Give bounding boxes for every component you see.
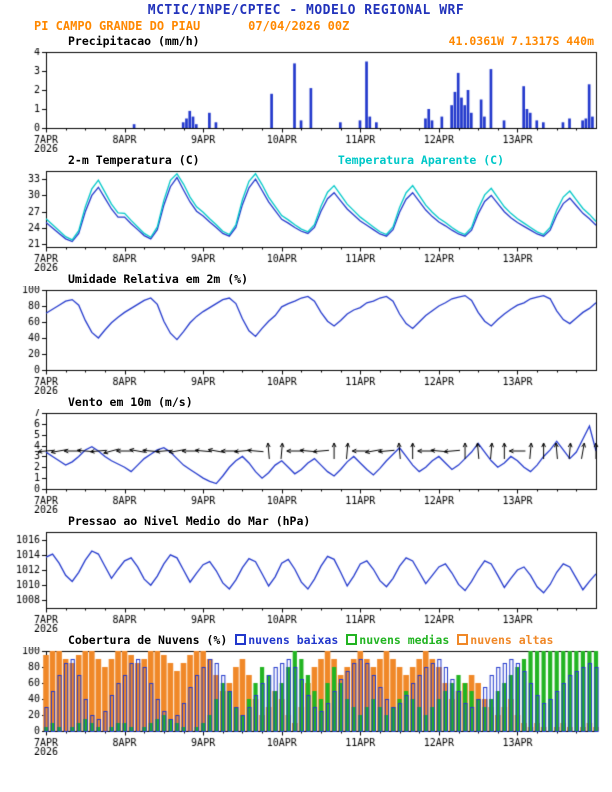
temperature-title: 2-m Temperatura (C)	[68, 152, 200, 167]
mid-clouds-legend-label: nuvens medias	[359, 632, 450, 647]
header-subtitle-row: PI CAMPO GRANDE DO PIAU 07/04/2026 00Z	[0, 19, 612, 33]
meteogram-page: MCTIC/INPE/CPTEC - MODELO REGIONAL WRF P…	[0, 3, 612, 755]
station-name: PI CAMPO GRANDE DO PIAU	[34, 19, 201, 33]
high-clouds-legend-icon	[457, 634, 469, 645]
panel-pressure: Pressao ao Nivel Medio do Mar (hPa)	[0, 513, 612, 632]
temperature-chart	[0, 167, 612, 271]
low-clouds-legend-label: nuvens baixas	[248, 632, 339, 647]
panel-temperature: 2-m Temperatura (C) Temperatura Aparente…	[0, 152, 612, 271]
precipitation-chart	[0, 48, 612, 152]
precipitation-title: Precipitacao (mm/h)	[68, 33, 200, 48]
humidity-chart	[0, 286, 612, 394]
panel-cloud-cover: Cobertura de Nuvens (%) nuvens baixas nu…	[0, 632, 612, 755]
page-title: MCTIC/INPE/CPTEC - MODELO REGIONAL WRF	[147, 3, 465, 18]
panel-humidity: Umidade Relativa em 2m (%)	[0, 271, 612, 394]
cloud-cover-title: Cobertura de Nuvens (%)	[68, 632, 228, 647]
low-clouds-legend-icon	[235, 634, 247, 645]
pressure-title: Pressao ao Nivel Medio do Mar (hPa)	[68, 513, 311, 528]
wind-chart	[0, 409, 612, 513]
wind-title: Vento em 10m (m/s)	[68, 394, 193, 409]
high-clouds-legend-label: nuvens altas	[470, 632, 554, 647]
mid-clouds-legend-icon	[346, 634, 358, 645]
station-coordinates: 41.0361W 7.1317S 440m	[448, 33, 594, 48]
humidity-title: Umidade Relativa em 2m (%)	[68, 271, 249, 286]
cloud-cover-chart	[0, 647, 612, 755]
panel-precipitation: Precipitacao (mm/h) 41.0361W 7.1317S 440…	[0, 33, 612, 152]
pressure-chart	[0, 528, 612, 632]
panel-wind: Vento em 10m (m/s)	[0, 394, 612, 513]
apparent-temperature-legend: Temperatura Aparente (C)	[337, 152, 504, 167]
model-run-datetime: 07/04/2026 00Z	[248, 19, 350, 33]
